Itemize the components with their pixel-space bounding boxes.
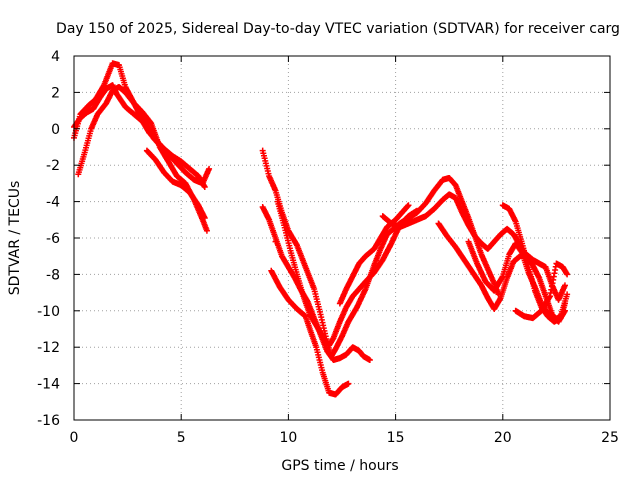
data-point-marker (201, 214, 208, 221)
x-tick-label: 25 (601, 430, 619, 446)
y-tick-label: -2 (46, 158, 60, 174)
data-point-marker (206, 165, 213, 172)
y-tick-label: -4 (46, 195, 60, 211)
data-point-marker (564, 291, 571, 298)
data-point-marker (561, 300, 568, 307)
y-tick-label: -10 (37, 304, 60, 320)
y-tick-label: -12 (37, 340, 60, 356)
y-tick-label: -8 (46, 267, 60, 283)
data-point-marker (414, 207, 421, 214)
chart-title: Day 150 of 2025, Sidereal Day-to-day VTE… (56, 21, 620, 37)
y-tick-label: -16 (37, 413, 60, 429)
data-points (71, 60, 571, 398)
y-tick-label: -14 (37, 377, 60, 393)
x-tick-label: 15 (387, 430, 405, 446)
x-tick-label: 5 (177, 430, 186, 446)
y-axis-label: SDTVAR / TECUs (7, 181, 23, 296)
x-tick-label: 10 (279, 430, 297, 446)
x-tick-label: 20 (494, 430, 512, 446)
data-point-marker (405, 202, 412, 209)
y-tick-label: 4 (51, 49, 60, 65)
data-point-marker (366, 356, 373, 363)
data-point-marker (564, 271, 571, 278)
data-point-marker (561, 282, 568, 289)
y-tick-label: 0 (51, 122, 60, 138)
data-point-marker (272, 238, 279, 245)
data-point-marker (345, 380, 352, 387)
data-point-marker (203, 227, 210, 234)
y-tick-label: 2 (51, 85, 60, 101)
x-axis-label: GPS time / hours (281, 458, 398, 474)
y-tick-label: -6 (46, 231, 60, 247)
x-tick-label: 0 (70, 430, 79, 446)
data-point-marker (201, 184, 208, 191)
